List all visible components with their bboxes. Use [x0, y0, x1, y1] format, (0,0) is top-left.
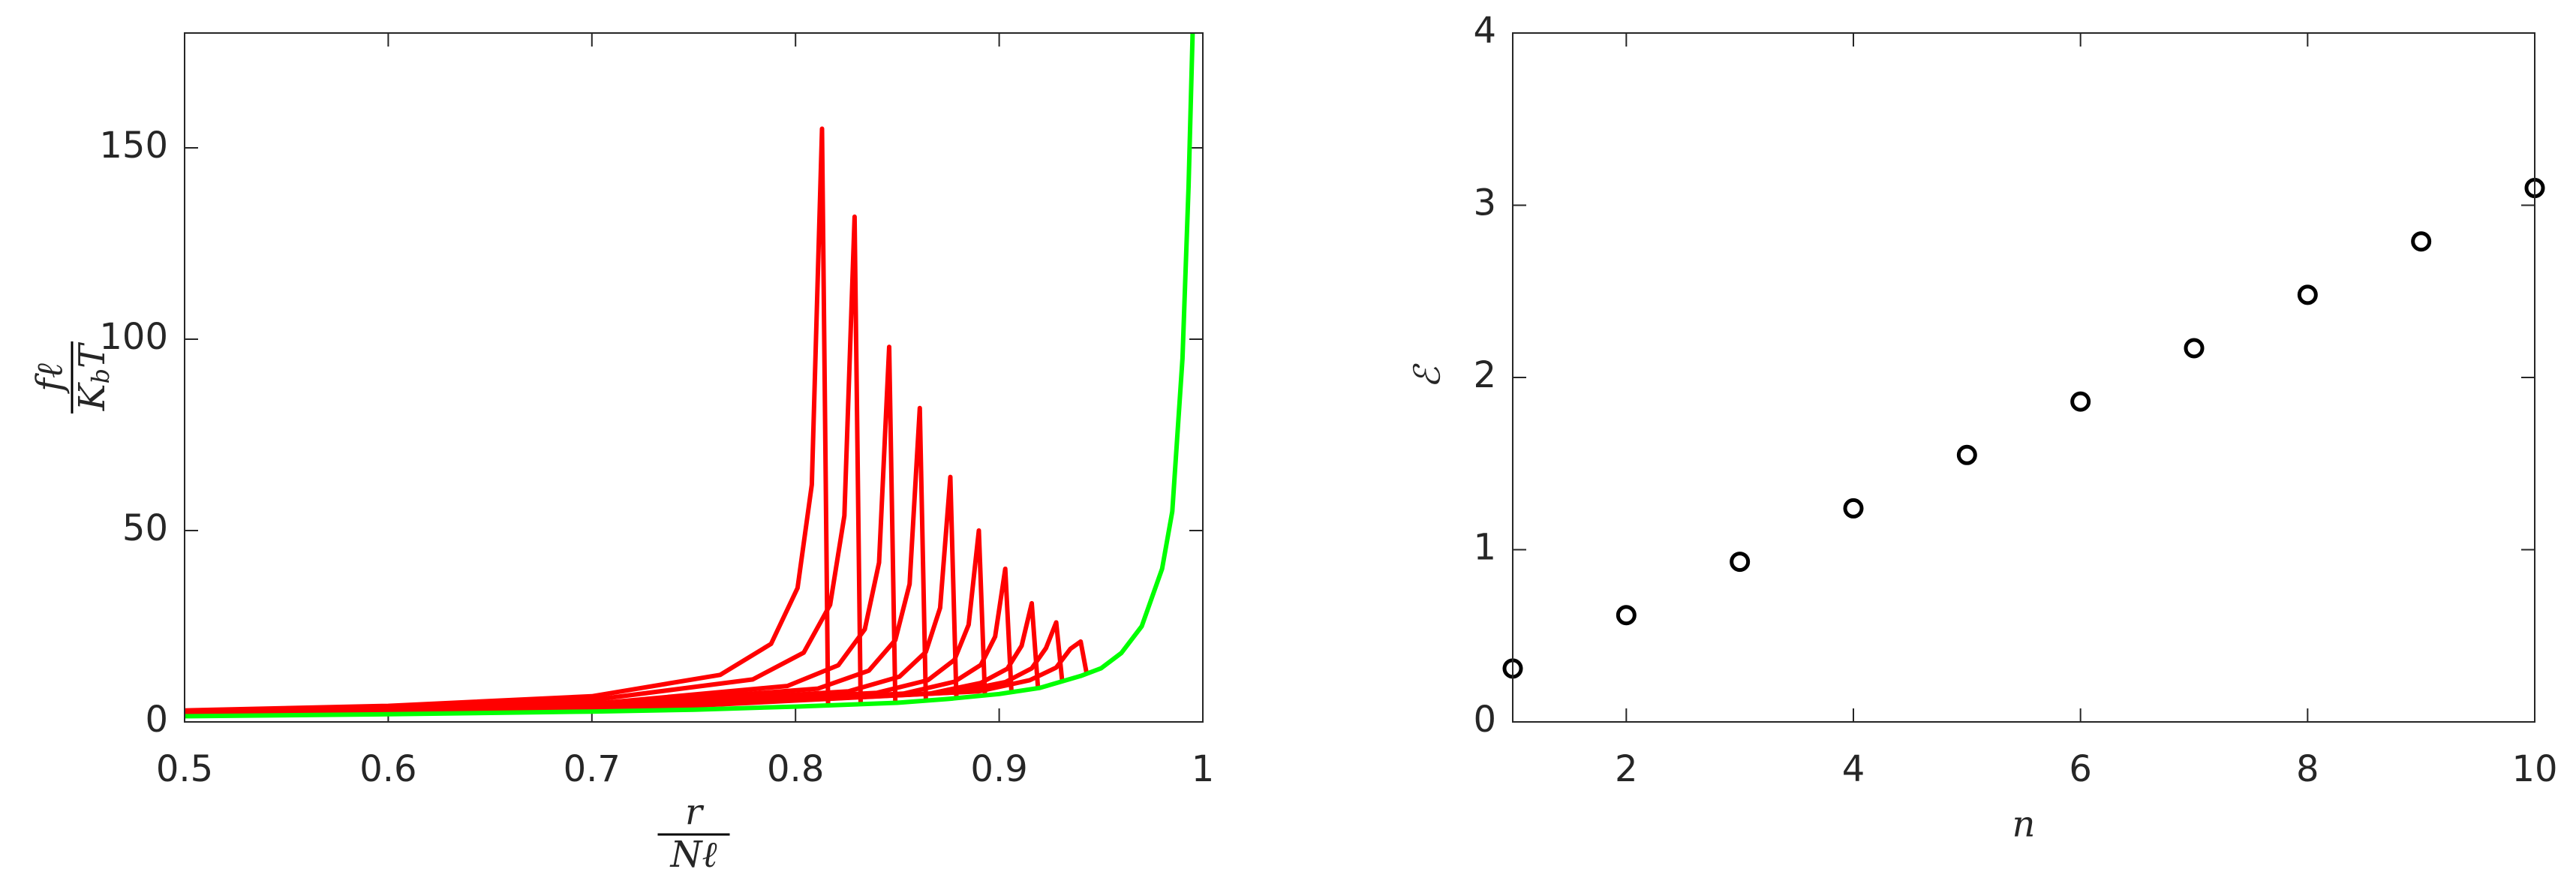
label-numerator: fℓ — [29, 363, 71, 394]
x-tick-label: 8 — [2296, 748, 2319, 790]
label-part: b — [86, 368, 115, 383]
y-tick-label: 2 — [1473, 354, 1496, 396]
x-tick-label: 0.6 — [359, 748, 416, 790]
y-tick-label: 0 — [1473, 699, 1496, 741]
label-numerator: r — [685, 792, 705, 834]
label-denominator: Nℓ — [670, 834, 717, 875]
x-tick-label: 0.7 — [564, 748, 621, 790]
x-tick-label: 1 — [1192, 748, 1215, 790]
y-tick-label: 1 — [1473, 527, 1496, 569]
x-tick-label: 6 — [2069, 748, 2092, 790]
x-tick-label: 0.9 — [970, 748, 1027, 790]
label-part: T — [71, 342, 113, 368]
axis-label: rNℓ — [657, 792, 730, 875]
label-part: K — [71, 381, 113, 411]
point — [1730, 552, 1751, 573]
y-tick-label: 100 — [99, 316, 168, 358]
y-tick-label: 0 — [145, 699, 168, 741]
y-axis-label: ℰ — [1407, 363, 1449, 389]
y-tick-label: 150 — [99, 125, 168, 167]
point — [2070, 391, 2091, 412]
x-tick-label: 4 — [1842, 748, 1865, 790]
x-tick-label: 0.5 — [156, 748, 213, 790]
label-denominator: KbT — [71, 342, 115, 411]
x-tick-label: 2 — [1615, 748, 1638, 790]
label-part: N — [670, 834, 704, 875]
point — [1616, 605, 1637, 626]
y-tick-label: 50 — [122, 507, 168, 549]
y-tick-label: 4 — [1473, 10, 1496, 52]
axes-box — [1512, 32, 2535, 723]
point — [2297, 284, 2318, 305]
x-axis-label: n — [2012, 804, 2036, 846]
line — [185, 126, 831, 713]
point — [2411, 231, 2432, 252]
axes-box — [184, 32, 1204, 723]
x-tick-label: 0.8 — [767, 748, 824, 790]
x-tick-label: 10 — [2511, 748, 2557, 790]
point — [1956, 444, 1977, 465]
y-tick-label: 3 — [1473, 182, 1496, 224]
line — [185, 33, 1195, 719]
label-part: ℓ — [702, 834, 717, 875]
point — [2184, 338, 2205, 359]
point — [1843, 498, 1864, 519]
line — [185, 214, 863, 714]
